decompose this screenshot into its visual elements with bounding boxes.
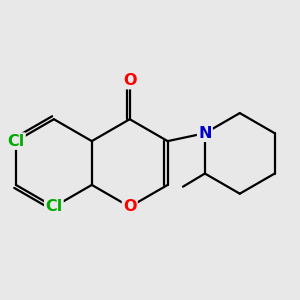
Text: N: N — [198, 126, 211, 141]
Text: Cl: Cl — [45, 199, 62, 214]
Text: O: O — [123, 199, 136, 214]
Text: Cl: Cl — [7, 134, 25, 148]
Text: O: O — [123, 73, 136, 88]
